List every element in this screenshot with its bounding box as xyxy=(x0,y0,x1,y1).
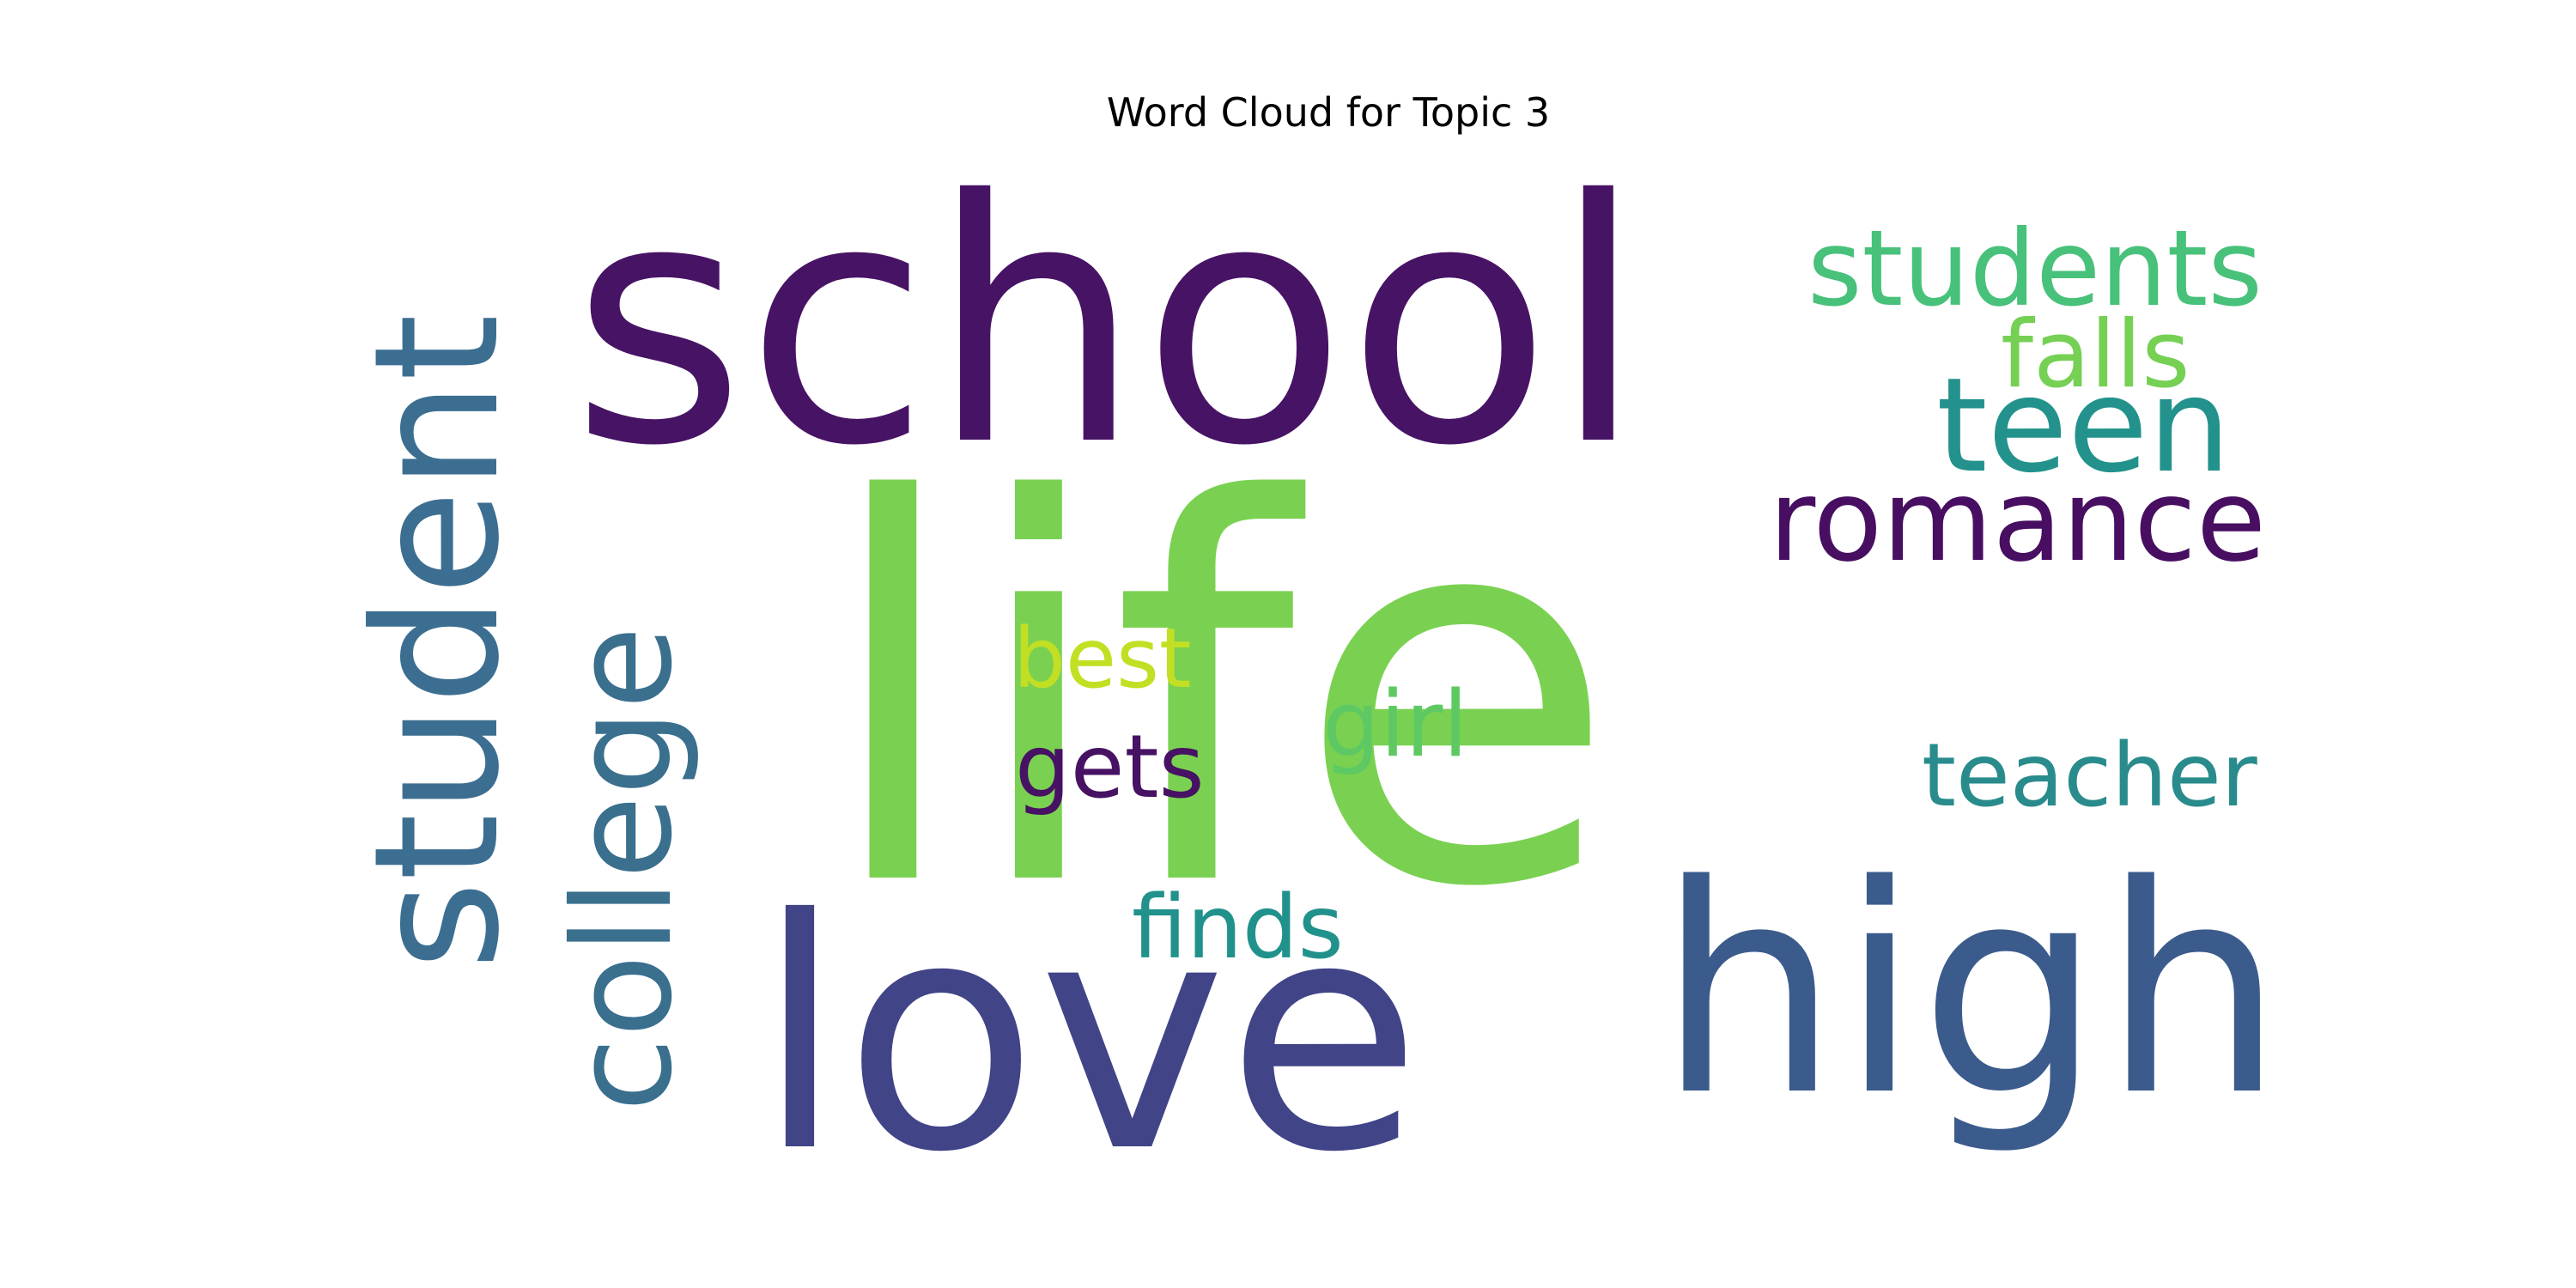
word-love: love xyxy=(756,853,1422,1222)
word-life: life xyxy=(820,392,1618,1001)
word-students: students xyxy=(1807,208,2263,330)
word-finds: finds xyxy=(1132,877,1344,979)
word-romance: romance xyxy=(1769,455,2266,587)
word-best: best xyxy=(1013,611,1192,707)
word-college: college xyxy=(544,626,702,1112)
word-teen: teen xyxy=(1936,349,2231,501)
word-girl: girl xyxy=(1322,671,1468,777)
word-student: student xyxy=(337,313,538,970)
chart-title: Word Cloud for Topic 3 xyxy=(1106,89,1551,136)
word-teacher: teacher xyxy=(1922,725,2257,827)
word-falls: falls xyxy=(2001,301,2190,409)
word-gets: gets xyxy=(1015,716,1205,818)
word-school: school xyxy=(571,129,1644,519)
word-high: high xyxy=(1657,824,2284,1159)
